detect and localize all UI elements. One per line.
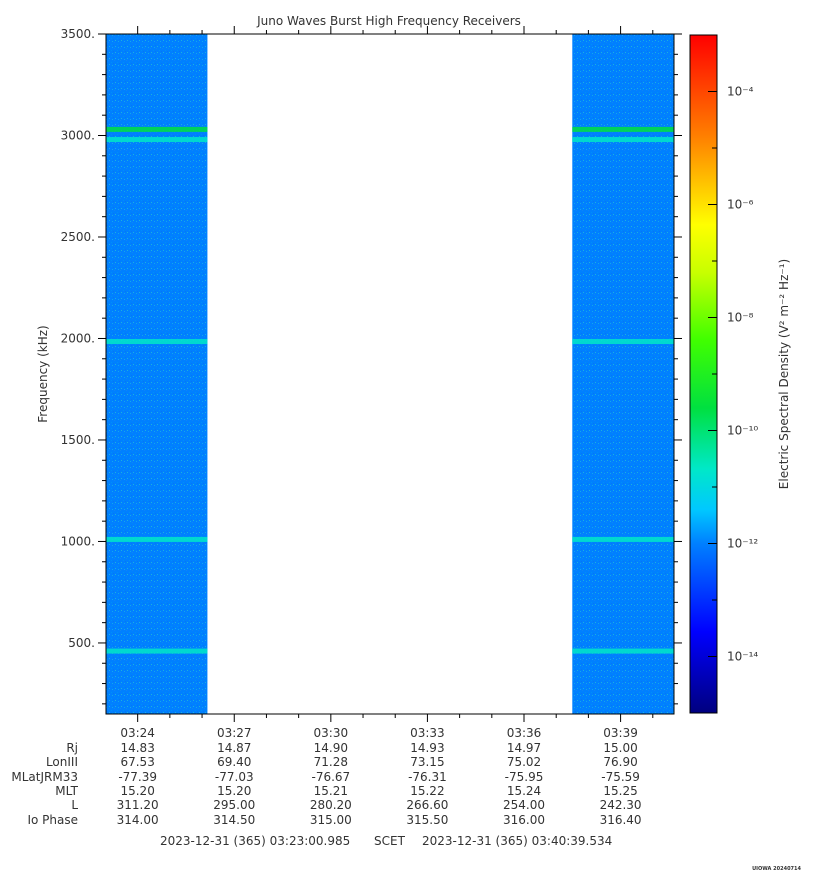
colorbar-tick-label: 10⁻¹⁴	[727, 650, 758, 664]
ephemeris-label: MLatJRM33	[11, 769, 78, 784]
ephemeris-value: 14.83	[120, 741, 155, 755]
ephemeris-label: MLT	[55, 783, 78, 798]
y-tick-label: 500.	[68, 636, 95, 650]
ephemeris-value: 311.20	[116, 798, 159, 813]
ephemeris-value: 315.00	[309, 812, 352, 827]
ephemeris-value: 71.28	[313, 755, 348, 770]
y-axis: 500. 1000. 1500. 2000. 2500. 3000. 3500.	[61, 27, 682, 705]
ephemeris-value: -76.67	[311, 769, 351, 784]
ephemeris-value: 315.50	[406, 812, 449, 827]
ephemeris-value: 15.25	[603, 783, 638, 798]
colorbar-tick-label: 10⁻¹²	[727, 537, 758, 551]
emission-band-1-4	[106, 536, 208, 542]
ephemeris-value: 295.00	[213, 798, 256, 813]
emission-band-2-2	[572, 137, 674, 143]
ephemeris-value: -75.59	[601, 769, 640, 784]
x-tick-label: 03:24	[120, 726, 155, 740]
uiowa-stamp: UIOWA 20240714	[752, 866, 801, 872]
ephemeris-label: Io Phase	[27, 812, 78, 827]
ephemeris-value: 14.97	[506, 741, 542, 755]
y-tick-label: 1000.	[61, 534, 95, 548]
emission-band-1-5	[106, 648, 208, 654]
colorbar-label: Electric Spectral Density (V² m⁻² Hz⁻¹)	[777, 259, 791, 489]
x-tick-label: 03:39	[603, 726, 638, 740]
ephemeris-value: 15.00	[603, 741, 638, 755]
emission-band-1-3	[106, 339, 208, 345]
ephemeris-value: 15.20	[217, 783, 252, 798]
y-tick-label: 3500.	[61, 27, 95, 41]
plot-frame	[105, 33, 675, 715]
emission-band-2-3	[572, 339, 674, 345]
y-tick-label: 2500.	[61, 230, 95, 244]
x-tick-label: 03:33	[410, 726, 445, 740]
colorbar-tick-label: 10⁻¹⁰	[727, 424, 758, 438]
ephemeris-value: 76.90	[603, 755, 638, 770]
ephemeris-value: -76.31	[408, 769, 447, 784]
ephemeris-label: Rj	[66, 741, 78, 755]
data-block-texture-1	[106, 34, 208, 714]
ephemeris-value: 254.00	[503, 798, 545, 813]
ephemeris-value: 14.87	[217, 741, 252, 755]
colorbar-tick-label: 10⁻⁸	[727, 311, 754, 325]
emission-band-1-2	[106, 137, 208, 143]
ephemeris-value: 14.93	[410, 741, 445, 755]
x-tick-label: 03:27	[217, 726, 252, 740]
ephemeris-value: 15.21	[313, 783, 348, 798]
ephemeris-value: 14.90	[313, 741, 348, 755]
emission-band-2-1	[572, 126, 674, 132]
ephemeris-value: 314.00	[116, 812, 159, 827]
ephemeris-value: 15.20	[120, 783, 155, 798]
footer-scet-label: SCET	[374, 834, 405, 848]
ephemeris-value: -77.39	[118, 769, 157, 784]
y-tick-label: 2000.	[61, 331, 95, 345]
y-tick-label: 3000.	[61, 128, 95, 142]
y-tick-label: 1500.	[61, 433, 95, 447]
x-tick-label: 03:36	[507, 726, 542, 740]
emission-band-2-4	[572, 536, 674, 542]
ephemeris-value: -75.95	[504, 769, 544, 784]
ephemeris-value: 266.60	[406, 798, 449, 813]
data-block-texture-2	[572, 34, 674, 714]
colorbar-tick-label: 10⁻⁴	[727, 85, 754, 99]
ephemeris-label: L	[71, 798, 78, 813]
ephemeris-value: 242.30	[599, 798, 642, 813]
colorbar: 10⁻⁴ 10⁻⁶ 10⁻⁸ 10⁻¹⁰ 10⁻¹² 10⁻¹⁴	[689, 34, 758, 714]
ephemeris-value: 280.20	[309, 798, 352, 813]
ephemeris-value: 69.40	[217, 755, 252, 770]
ephemeris-value: 73.15	[410, 755, 445, 770]
emission-band-2-5	[572, 648, 674, 654]
ephemeris-value: 75.02	[506, 755, 542, 770]
ephemeris-value: 314.50	[213, 812, 256, 827]
chart-title: Juno Waves Burst High Frequency Receiver…	[256, 14, 521, 28]
ephemeris-value: 15.22	[410, 783, 445, 798]
ephemeris-value: 67.53	[120, 755, 155, 770]
y-axis-label: Frequency (kHz)	[36, 325, 50, 422]
plot-area	[105, 33, 675, 715]
ephemeris-value: -77.03	[214, 769, 254, 784]
x-axis: 03:24 03:27 03:30 03:33 03:36 03:39	[120, 26, 654, 740]
ephemeris-value: 15.24	[506, 783, 542, 798]
x-tick-label: 03:30	[314, 726, 349, 740]
ephemeris-label: LonIII	[45, 755, 78, 770]
ephemeris-value: 316.40	[599, 812, 642, 827]
emission-band-1-1	[106, 126, 208, 132]
footer-end-time: 2023-12-31 (365) 03:40:39.534	[422, 834, 613, 848]
colorbar-tick-label: 10⁻⁶	[727, 198, 754, 212]
footer-start-time: 2023-12-31 (365) 03:23:00.985	[160, 834, 351, 848]
ephemeris-value: 316.00	[503, 812, 545, 827]
